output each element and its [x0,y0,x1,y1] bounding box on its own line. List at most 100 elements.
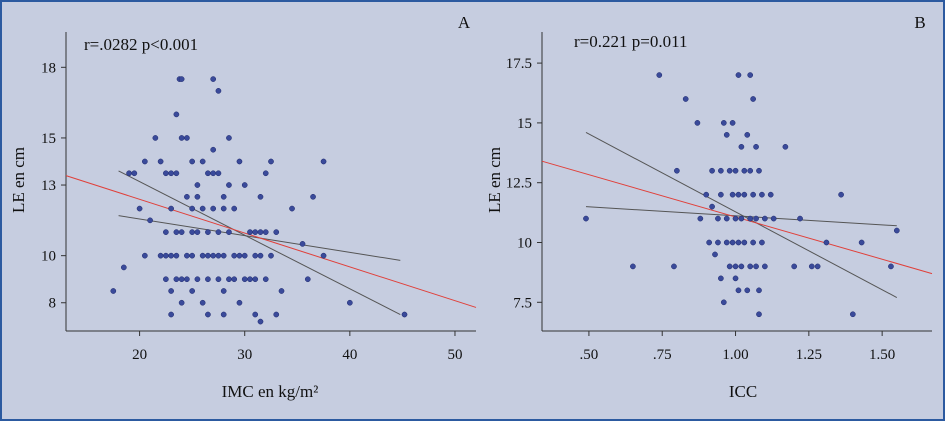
data-point [168,311,174,318]
data-point [729,239,736,246]
data-point [241,276,248,283]
data-point [257,252,264,259]
data-point [136,205,143,212]
data-point [210,76,217,82]
data-point [770,215,777,222]
data-point [199,252,206,259]
data-point [747,215,754,222]
data-point [226,276,232,283]
data-point [289,205,295,212]
data-point [257,229,264,235]
data-point [220,288,227,294]
data-point [732,215,739,222]
data-point [226,182,232,188]
data-point [257,193,264,200]
data-point [184,276,190,283]
data-point [205,252,211,259]
data-point [715,215,721,222]
x-tick-label: 1.00 [722,347,748,363]
data-point [747,167,754,174]
data-point [173,252,180,259]
data-point [656,72,663,78]
data-point [184,135,190,141]
panel-a: 8 10 13 15 18 20 30 40 50 IMC en kg/m² LE en cm r=.… [9,13,477,401]
data-point [205,229,211,235]
data-point [741,191,748,198]
data-point [401,311,408,318]
regression-line [65,175,477,308]
y-tick-label: 17.5 [506,56,532,72]
y-tick-label: 10 [517,235,532,251]
data-point [157,252,164,259]
data-point [732,275,739,282]
data-point [178,76,185,82]
ci-lower-line [118,170,401,315]
data-point [241,252,248,259]
data-point [718,167,724,174]
data-point [268,252,274,259]
data-point [720,120,727,126]
data-point [814,263,821,270]
data-point [220,205,227,212]
data-point [220,193,227,200]
data-point [273,229,280,235]
data-point [189,229,196,235]
data-point [247,229,253,235]
data-point [782,143,789,150]
data-point [709,203,715,210]
data-point [346,299,353,306]
data-point [320,158,327,165]
data-point [756,311,762,318]
data-point [735,239,742,246]
data-point [194,229,201,235]
data-point [797,215,803,222]
y-axis-label: LE en cm [485,147,504,213]
data-point [157,158,164,165]
data-point [262,170,269,177]
data-point [808,263,815,270]
data-point [726,263,733,270]
data-point [767,191,774,198]
data-point [252,311,259,318]
data-point [718,191,724,198]
data-point [205,170,211,177]
y-tick-label: 18 [41,60,56,76]
data-point [173,229,180,235]
x-axis-label: IMC en kg/m² [222,382,319,401]
y-tick-label: 7.5 [513,295,532,311]
x-tick-label: 30 [237,347,252,363]
data-point [178,276,185,283]
x-tick-label: .75 [653,347,672,363]
panel-letter: B [914,13,925,32]
data-point [741,239,748,246]
data-point [747,72,754,78]
data-point [236,252,243,259]
data-point [141,252,148,259]
data-point [189,252,196,259]
y-tick-label: 8 [49,296,57,312]
data-point [178,135,185,141]
data-point [723,215,730,222]
data-point [718,275,724,282]
data-point [262,276,269,283]
y-axis-label: LE en cm [9,147,28,213]
data-point [304,276,311,283]
data-point [173,111,180,118]
data-point [226,229,232,235]
data-point [723,132,730,138]
data-point [210,205,217,212]
data-point [231,276,238,283]
data-point [152,135,159,141]
data-point [252,229,259,235]
data-point [131,170,138,177]
data-point [278,288,285,294]
x-tick-label: 1.50 [869,347,895,363]
data-point [262,229,269,235]
correlation-annotation: r=0.221 p=0.011 [574,32,687,51]
data-point [173,170,180,177]
panel-letter: A [458,13,471,32]
data-point [231,252,238,259]
data-point [236,299,243,306]
data-point [215,229,222,235]
